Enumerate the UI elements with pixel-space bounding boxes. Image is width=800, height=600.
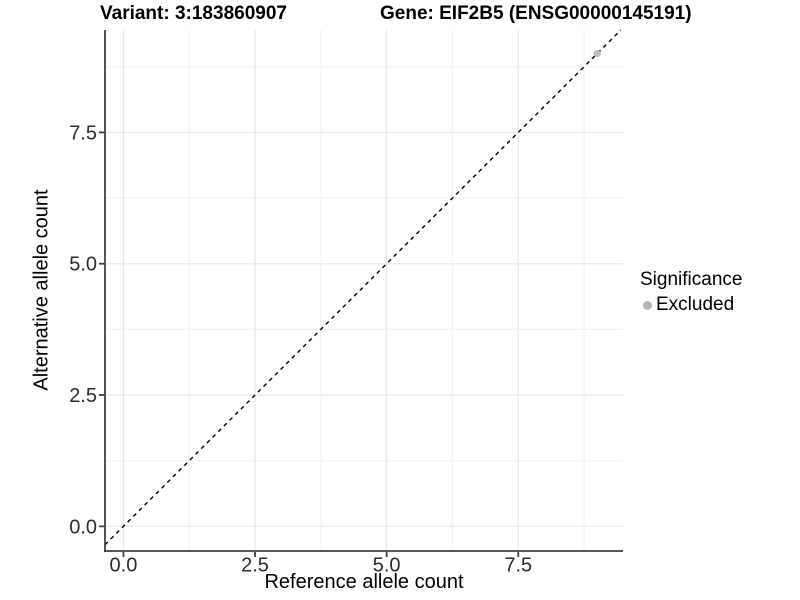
- legend-point-icon: [643, 300, 652, 310]
- x-tick-label: 2.5: [241, 555, 269, 577]
- y-tick-label: 5.0: [69, 254, 97, 276]
- legend-item-excluded: Excluded: [640, 294, 742, 316]
- legend-title: Significance: [640, 269, 743, 290]
- y-tick-label: 0.0: [69, 516, 97, 538]
- x-tick-label: 7.5: [504, 555, 532, 577]
- identity-dashed-line: [104, 29, 622, 546]
- y-tick-label: 7.5: [69, 122, 97, 144]
- legend: Significance Excluded: [640, 269, 742, 316]
- data-point: [593, 50, 601, 58]
- x-tick-label: 0.0: [110, 555, 138, 577]
- plot-title-variant: Variant: 3:183860907: [100, 3, 287, 24]
- plot-title-gene: Gene: EIF2B5 (ENSG00000145191): [380, 3, 692, 24]
- x-tick-label: 5.0: [373, 555, 401, 577]
- legend-item-label: Excluded: [656, 294, 735, 315]
- y-tick-label: 2.5: [69, 385, 97, 407]
- x-axis-title: Reference allele count: [264, 571, 464, 593]
